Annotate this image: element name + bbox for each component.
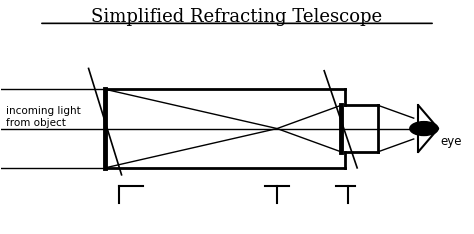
Text: eye: eye bbox=[440, 135, 462, 149]
Circle shape bbox=[410, 122, 438, 135]
Text: incoming light
from object: incoming light from object bbox=[6, 106, 81, 128]
Text: Simplified Refracting Telescope: Simplified Refracting Telescope bbox=[91, 8, 383, 26]
